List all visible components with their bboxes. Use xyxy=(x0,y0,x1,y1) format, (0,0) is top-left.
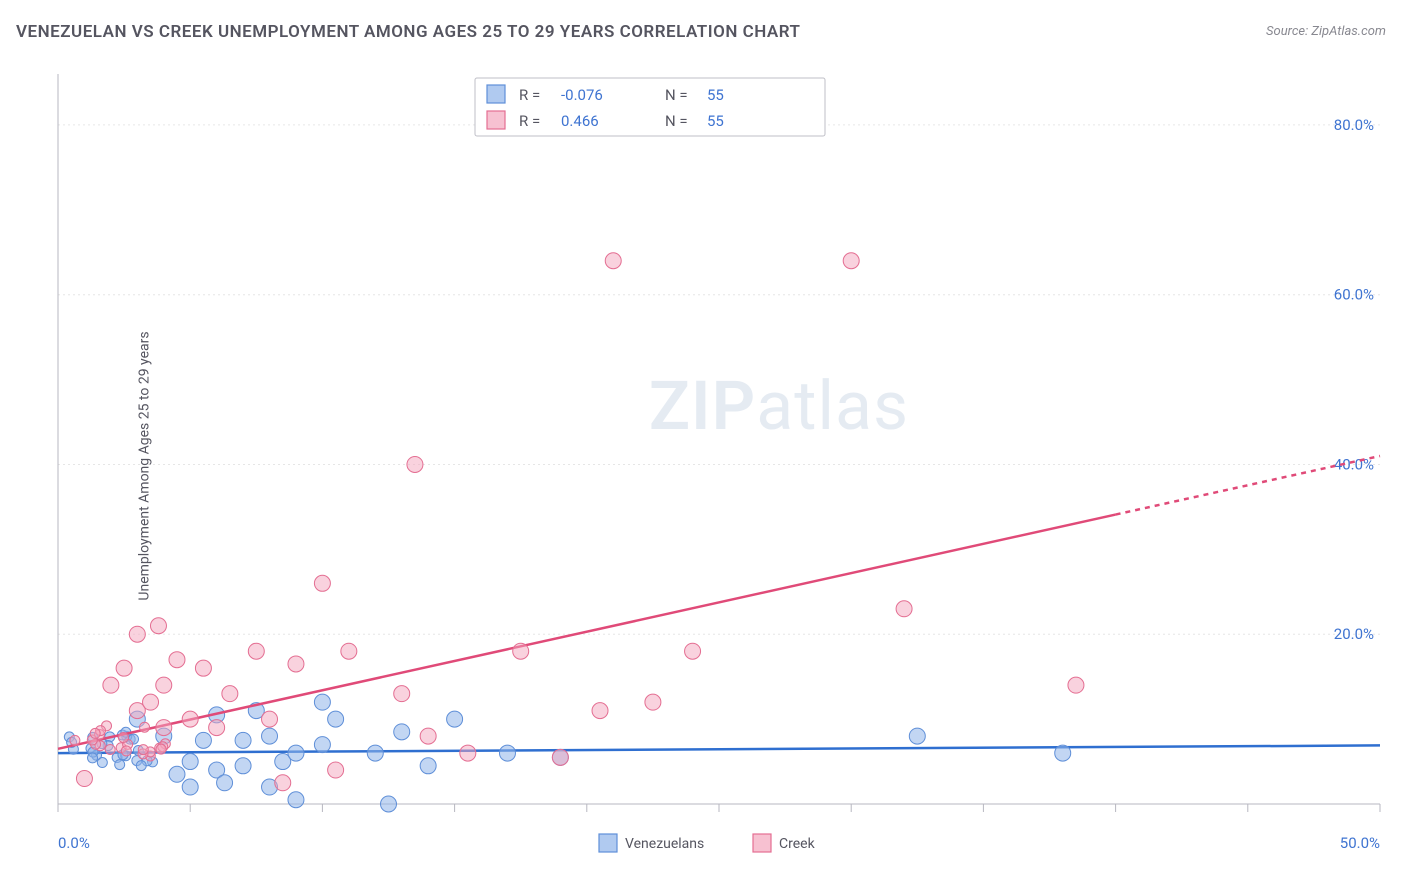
data-point xyxy=(394,724,410,740)
data-point xyxy=(97,758,107,768)
data-point xyxy=(169,652,185,668)
data-point xyxy=(605,253,621,269)
stat-label: N = xyxy=(665,86,688,104)
data-point xyxy=(182,754,198,770)
regression-line xyxy=(58,745,1380,753)
data-point xyxy=(143,694,159,710)
data-point xyxy=(314,575,330,591)
data-point xyxy=(121,746,131,756)
data-point xyxy=(460,745,476,761)
data-point xyxy=(314,737,330,753)
data-point xyxy=(217,775,233,791)
data-point xyxy=(156,677,172,693)
legend-swatch xyxy=(753,834,771,852)
data-point xyxy=(209,720,225,736)
data-point xyxy=(499,745,515,761)
data-point xyxy=(645,694,661,710)
data-point xyxy=(407,456,423,472)
data-point xyxy=(129,626,145,642)
data-point xyxy=(394,686,410,702)
data-point xyxy=(288,792,304,808)
legend-label: Creek xyxy=(779,836,816,852)
data-point xyxy=(182,779,198,795)
data-point xyxy=(288,656,304,672)
stat-label: N = xyxy=(665,112,688,130)
data-point xyxy=(169,766,185,782)
data-point xyxy=(341,643,357,659)
data-point xyxy=(420,758,436,774)
legend-label: Venezuelans xyxy=(625,836,704,852)
data-point xyxy=(896,601,912,617)
stat-label: R = xyxy=(519,86,540,104)
data-point xyxy=(105,744,115,754)
data-point xyxy=(235,758,251,774)
data-point xyxy=(685,643,701,659)
data-point xyxy=(76,771,92,787)
data-point xyxy=(420,728,436,744)
data-point xyxy=(367,745,383,761)
data-point xyxy=(103,677,119,693)
chart-container: Unemployment Among Ages 25 to 29 years 2… xyxy=(50,56,1390,876)
data-point xyxy=(314,694,330,710)
data-point xyxy=(447,711,463,727)
data-point xyxy=(195,660,211,676)
data-point xyxy=(262,728,278,744)
data-point xyxy=(248,643,264,659)
stat-label: R = xyxy=(519,112,540,130)
legend-swatch xyxy=(599,834,617,852)
legend-swatch xyxy=(487,111,505,129)
data-point xyxy=(592,703,608,719)
data-point xyxy=(70,735,80,745)
data-point xyxy=(1055,745,1071,761)
watermark: ZIPatlas xyxy=(649,366,909,446)
data-point xyxy=(88,753,98,763)
data-point xyxy=(222,686,238,702)
data-point xyxy=(843,253,859,269)
data-point xyxy=(275,775,291,791)
data-point xyxy=(328,711,344,727)
x-tick-label: 0.0% xyxy=(58,834,90,852)
data-point xyxy=(328,762,344,778)
regression-line-extrap xyxy=(1116,456,1380,515)
data-point xyxy=(140,722,150,732)
y-tick-label: 80.0% xyxy=(1334,116,1374,134)
data-point xyxy=(182,711,198,727)
data-point xyxy=(552,749,568,765)
data-point xyxy=(115,760,125,770)
stat-r-value: 0.466 xyxy=(561,112,599,130)
data-point xyxy=(381,796,397,812)
data-point xyxy=(909,728,925,744)
data-point xyxy=(118,732,128,742)
y-tick-label: 40.0% xyxy=(1334,455,1374,473)
stat-n-value: 55 xyxy=(707,112,724,130)
data-point xyxy=(150,618,166,634)
data-point xyxy=(1068,677,1084,693)
source-attribution: Source: ZipAtlas.com xyxy=(1266,24,1386,39)
data-point xyxy=(90,728,100,738)
legend-swatch xyxy=(487,85,505,103)
stat-n-value: 55 xyxy=(707,86,724,104)
data-point xyxy=(156,744,166,754)
x-tick-label: 50.0% xyxy=(1340,834,1380,852)
correlation-scatter-chart: 20.0% 40.0% 60.0% 80.0% 0.0% 50.0% ZIPatlas R =… xyxy=(50,56,1390,876)
data-point xyxy=(138,745,148,755)
data-point xyxy=(262,711,278,727)
data-point xyxy=(195,732,211,748)
data-point xyxy=(136,761,146,771)
y-tick-label: 60.0% xyxy=(1334,286,1374,304)
data-point xyxy=(156,720,172,736)
chart-title: VENEZUELAN VS CREEK UNEMPLOYMENT AMONG A… xyxy=(16,22,800,42)
data-point xyxy=(116,660,132,676)
regression-line xyxy=(58,515,1116,749)
y-axis-label: Unemployment Among Ages 25 to 29 years xyxy=(137,331,153,600)
stat-r-value: -0.076 xyxy=(561,86,603,104)
data-point xyxy=(235,732,251,748)
data-point xyxy=(513,643,529,659)
y-tick-label: 20.0% xyxy=(1334,625,1374,643)
data-point xyxy=(288,745,304,761)
